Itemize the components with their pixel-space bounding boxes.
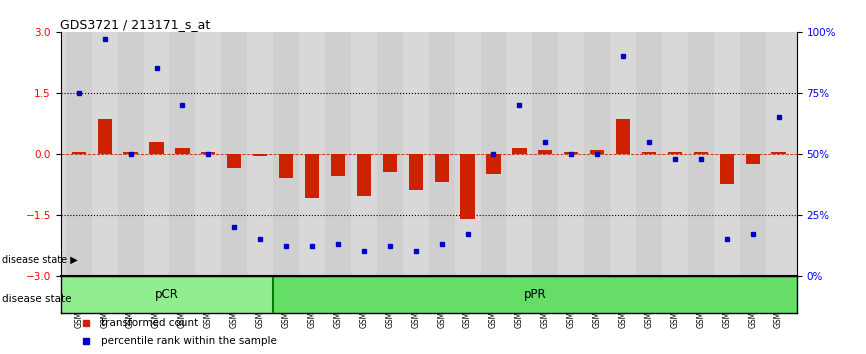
Bar bbox=[766, 32, 792, 276]
Bar bbox=[455, 32, 481, 276]
Bar bbox=[273, 276, 797, 313]
Bar bbox=[124, 152, 138, 154]
Bar bbox=[66, 32, 92, 276]
Bar bbox=[662, 32, 688, 276]
Bar bbox=[611, 32, 636, 276]
Bar bbox=[118, 32, 144, 276]
Bar bbox=[92, 32, 118, 276]
Bar bbox=[72, 152, 86, 154]
Bar bbox=[564, 152, 578, 154]
Bar bbox=[253, 154, 268, 156]
Bar bbox=[403, 32, 429, 276]
Bar bbox=[144, 32, 170, 276]
Bar bbox=[642, 152, 656, 154]
Bar bbox=[740, 32, 766, 276]
Bar bbox=[429, 32, 455, 276]
Bar bbox=[533, 32, 559, 276]
Bar bbox=[481, 32, 507, 276]
Bar bbox=[170, 32, 196, 276]
Bar bbox=[720, 154, 734, 184]
Bar bbox=[409, 154, 423, 190]
Bar bbox=[305, 154, 320, 199]
Bar bbox=[714, 32, 740, 276]
Text: pCR: pCR bbox=[155, 288, 178, 301]
Bar bbox=[507, 32, 533, 276]
Bar bbox=[175, 148, 190, 154]
Bar bbox=[150, 142, 164, 154]
Bar bbox=[222, 32, 247, 276]
Bar bbox=[227, 154, 242, 168]
Bar bbox=[487, 154, 501, 174]
Bar bbox=[351, 32, 377, 276]
Bar bbox=[357, 154, 371, 196]
Bar bbox=[746, 154, 759, 164]
Bar bbox=[299, 32, 325, 276]
Bar bbox=[590, 150, 604, 154]
Bar bbox=[98, 119, 112, 154]
Bar bbox=[383, 154, 397, 172]
Bar bbox=[616, 119, 630, 154]
Bar bbox=[585, 32, 611, 276]
Bar bbox=[279, 154, 294, 178]
Bar bbox=[61, 276, 273, 313]
Bar bbox=[636, 32, 662, 276]
Text: percentile rank within the sample: percentile rank within the sample bbox=[101, 336, 277, 346]
Bar bbox=[247, 32, 273, 276]
Bar bbox=[513, 148, 527, 154]
Bar bbox=[538, 150, 553, 154]
Text: disease state: disease state bbox=[2, 294, 71, 304]
Bar bbox=[201, 152, 216, 154]
Bar bbox=[325, 32, 351, 276]
Bar bbox=[772, 152, 785, 154]
Bar bbox=[196, 32, 222, 276]
Text: disease state ▶: disease state ▶ bbox=[2, 255, 77, 265]
Bar bbox=[435, 154, 449, 182]
Bar bbox=[559, 32, 585, 276]
Text: GDS3721 / 213171_s_at: GDS3721 / 213171_s_at bbox=[60, 18, 210, 31]
Bar bbox=[273, 32, 299, 276]
Bar bbox=[668, 152, 682, 154]
Bar bbox=[688, 32, 714, 276]
Text: pPR: pPR bbox=[524, 288, 546, 301]
Text: transformed count: transformed count bbox=[101, 318, 198, 327]
Bar bbox=[461, 154, 475, 219]
Bar bbox=[331, 154, 345, 176]
Bar bbox=[377, 32, 403, 276]
Bar bbox=[694, 152, 708, 154]
